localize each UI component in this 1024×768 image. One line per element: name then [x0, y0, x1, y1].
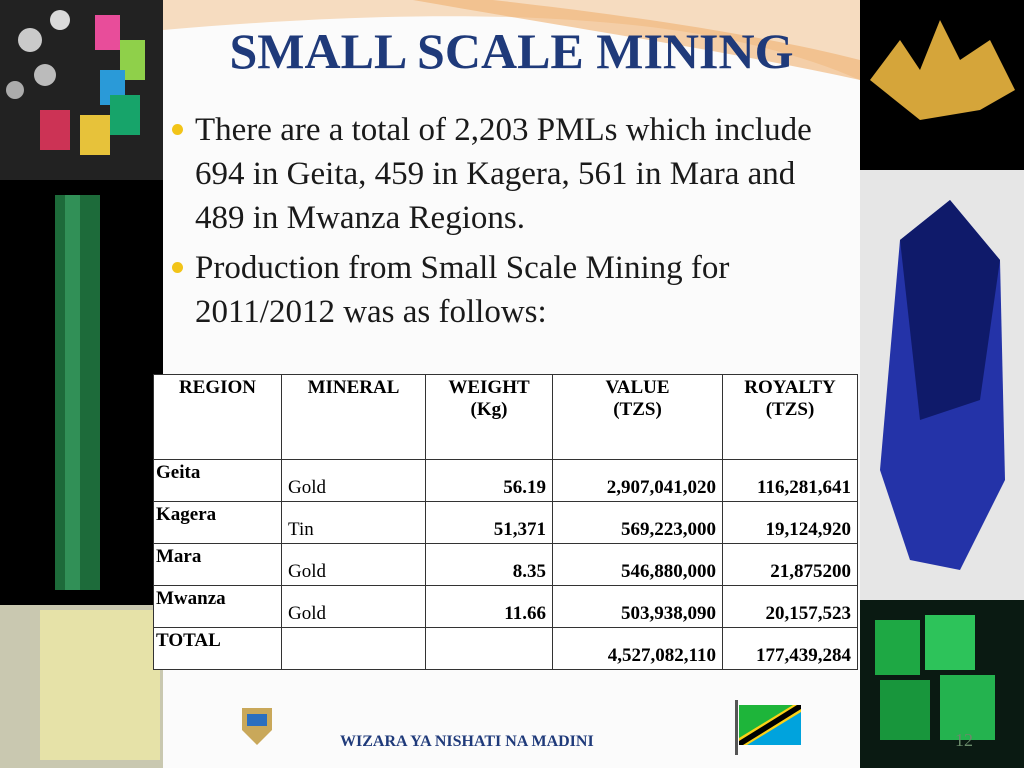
table-cell: 20,157,523	[722, 585, 858, 628]
column-header: REGION	[153, 374, 282, 460]
table-cell: 546,880,000	[552, 543, 723, 586]
table-cell: Kagera	[153, 501, 282, 544]
table-cell: Geita	[153, 459, 282, 502]
production-table: REGION MINERAL WEIGHT (Kg) VALUE (TZS) ROYALTY…	[153, 374, 858, 670]
bullet-list: There are a total of 2,203 PMLs which in…	[170, 108, 840, 340]
slide-title: SMALL SCALE MINING	[229, 23, 794, 79]
table-cell: Mara	[153, 543, 282, 586]
table-cell: 116,281,641	[722, 459, 858, 502]
header-line: MINERAL	[307, 377, 400, 398]
header-line: ROYALTY	[744, 377, 836, 398]
column-header: VALUE (TZS)	[552, 374, 723, 460]
table-cell: 177,439,284	[722, 627, 858, 670]
slide-number: 12	[955, 730, 973, 750]
header-line: REGION	[178, 377, 257, 398]
table-cell: Gold	[281, 543, 426, 586]
table-row: Geita Gold 56.19 2,907,041,020 116,281,641	[153, 459, 858, 502]
table-cell: 569,223,000	[552, 501, 723, 544]
table-cell	[281, 627, 426, 670]
bullet: Production from Small Scale Mining for 2…	[170, 246, 840, 334]
coat-of-arms	[242, 708, 272, 745]
header-swoosh	[163, 0, 860, 80]
table-row: Mwanza Gold 11.66 503,938,090 20,157,523	[153, 585, 858, 628]
table-row: Mara Gold 8.35 546,880,000 21,875200	[153, 543, 858, 586]
table-cell: 56.19	[425, 459, 553, 502]
table-cell: 503,938,090	[552, 585, 723, 628]
table-cell: 11.66	[425, 585, 553, 628]
table-cell: 51,371	[425, 501, 553, 544]
column-header: WEIGHT (Kg)	[425, 374, 553, 460]
table-cell: 8.35	[425, 543, 553, 586]
table-cell: 19,124,920	[722, 501, 858, 544]
table-cell: 2,907,041,020	[552, 459, 723, 502]
column-header: ROYALTY (TZS)	[722, 374, 858, 460]
table-cell: 21,875200	[722, 543, 858, 586]
table-row: Kagera Tin 51,371 569,223,000 19,124,920	[153, 501, 858, 544]
header-line: VALUE	[605, 377, 670, 398]
table-cell: Mwanza	[153, 585, 282, 628]
flag	[735, 700, 801, 755]
table-cell: TOTAL	[153, 627, 282, 670]
left-images	[0, 0, 163, 768]
bullet: There are a total of 2,203 PMLs which in…	[170, 108, 840, 240]
column-header: MINERAL	[281, 374, 426, 460]
header-line: (TZS)	[613, 399, 662, 420]
table-cell: Tin	[281, 501, 426, 544]
table-cell: Gold	[281, 459, 426, 502]
footer: WIZARA YA NISHATI NA MADINI	[340, 733, 594, 750]
table-row: TOTAL 4,527,082,110 177,439,284	[153, 627, 858, 670]
header-line: WEIGHT	[448, 377, 530, 398]
table-cell: Gold	[281, 585, 426, 628]
table-cell	[425, 627, 553, 670]
table-cell: 4,527,082,110	[552, 627, 723, 670]
header-line: (Kg)	[470, 399, 508, 420]
header-line: (TZS)	[765, 399, 815, 420]
right-images	[860, 0, 1024, 768]
